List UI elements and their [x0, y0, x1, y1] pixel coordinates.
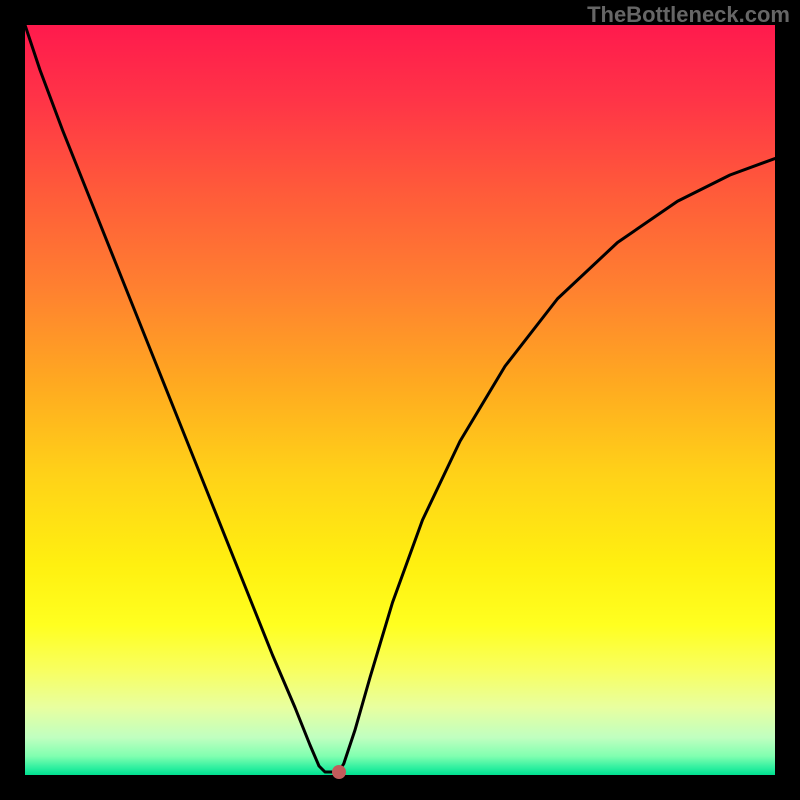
- plot-area: [25, 25, 775, 775]
- watermark-text: TheBottleneck.com: [587, 2, 790, 28]
- bottleneck-curve: [25, 25, 775, 775]
- optimal-point-marker: [332, 765, 346, 779]
